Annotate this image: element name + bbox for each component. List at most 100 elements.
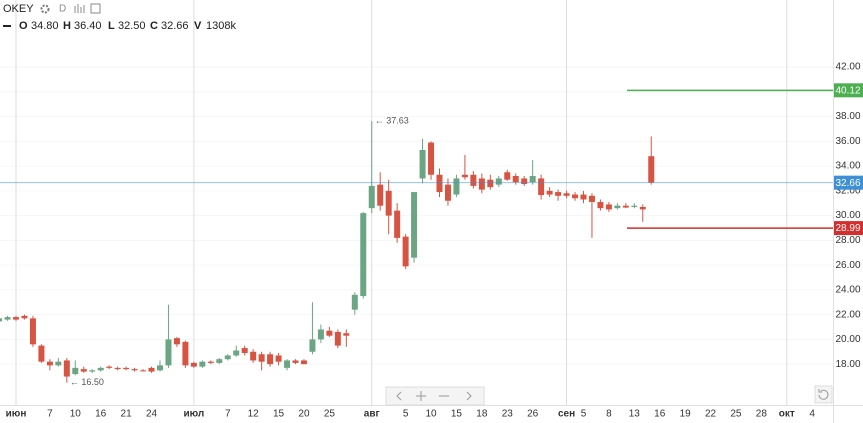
gear: [40, 4, 50, 14]
y-tick-label: 22.00: [835, 309, 860, 320]
level-label: 40.12: [835, 85, 860, 96]
symbol: OKEY: [3, 3, 34, 15]
x-tick-label: сен: [558, 409, 575, 420]
x-tick-label: 16: [654, 409, 666, 420]
candle-body: [470, 174, 477, 186]
x-tick-label: июн: [6, 409, 27, 420]
candle-body: [275, 355, 282, 362]
candle-body: [639, 206, 646, 210]
x-tick-label: авг: [364, 409, 380, 420]
candle-body: [504, 172, 511, 180]
candle-body: [300, 360, 307, 365]
price-annotation: ← 16.50: [70, 377, 104, 387]
legend-key: C: [150, 20, 158, 32]
candle-body: [309, 339, 316, 352]
x-tick-label: 5: [581, 409, 587, 420]
legend-key: O: [19, 20, 28, 32]
candle-body: [487, 179, 494, 188]
candle-body: [529, 175, 536, 183]
x-tick-label: 20: [298, 409, 310, 420]
candle-body: [106, 366, 113, 368]
candle-body: [563, 193, 570, 196]
interval[interactable]: D: [59, 4, 66, 15]
candle-body: [419, 149, 426, 179]
candle-body: [453, 178, 460, 195]
x-tick-label: 26: [527, 409, 539, 420]
x-tick-label: 10: [425, 409, 437, 420]
candle-body: [377, 184, 384, 206]
candle-body: [190, 362, 197, 367]
y-tick-label: 42.00: [835, 62, 860, 73]
candle-body: [165, 339, 172, 366]
x-tick-label: 22: [705, 409, 717, 420]
x-tick-label: 10: [70, 409, 82, 420]
candle-body: [72, 367, 79, 375]
x-tick-label: 4: [809, 409, 815, 420]
candle-body: [284, 360, 291, 368]
candle-body: [512, 175, 519, 183]
y-tick-label: 20.00: [835, 334, 860, 345]
level-label-bg: [834, 221, 863, 236]
bars-icon[interactable]: [74, 4, 85, 13]
scroll-right-button[interactable]: [466, 391, 472, 401]
candle-body: [233, 350, 240, 356]
candle-body: [292, 360, 299, 363]
plot: ← 37.63 ← 16.50: [0, 89, 833, 387]
header: OKEY D O 34.80 H 36.40 L 32.50 C 32.66 V…: [3, 3, 236, 32]
reset-button[interactable]: [814, 385, 833, 404]
y-tick-label: 30.00: [835, 210, 860, 221]
legend-key: H: [63, 20, 71, 32]
x-tick-label: 5: [403, 409, 409, 420]
candle-body: [13, 317, 19, 320]
candle-body: [411, 192, 418, 258]
y-tick-label: 36.00: [835, 136, 860, 147]
candle-body: [123, 367, 130, 370]
legend-value: 36.40: [74, 20, 102, 32]
candle-body: [258, 354, 265, 362]
x-tick-label: 25: [324, 409, 336, 420]
candle-body: [55, 361, 62, 366]
candle-body: [436, 174, 443, 193]
candle-body: [250, 351, 257, 361]
candle-body: [207, 361, 214, 363]
level-label: 32.66: [835, 178, 860, 189]
candle-body: [648, 156, 655, 183]
legend-value: 1308k: [206, 20, 236, 32]
scroll-left-button[interactable]: [396, 391, 402, 401]
x-tick-label: 15: [273, 409, 285, 420]
y-tick-label: 32.00: [835, 185, 860, 196]
zoom-in-button[interactable]: [416, 391, 426, 401]
candle-body: [597, 201, 604, 209]
candle-body: [605, 204, 612, 210]
candle-body: [241, 348, 248, 354]
candle-body: [385, 190, 392, 216]
candle-body: [614, 205, 621, 209]
candle-body: [182, 341, 189, 366]
settings-icon[interactable]: [40, 4, 50, 14]
candle-body: [546, 190, 553, 195]
candle-body: [63, 360, 70, 377]
candle-body: [580, 194, 587, 200]
x-tick-label: 15: [451, 409, 463, 420]
level-label-bg: [834, 175, 863, 190]
legend-key: L: [108, 20, 115, 32]
x-tick-label: 13: [629, 409, 641, 420]
x-tick-label: 19: [680, 409, 692, 420]
x-tick-label: 28: [756, 409, 768, 420]
candle-body: [326, 330, 333, 336]
candle-body: [495, 178, 502, 185]
candle-body: [173, 338, 180, 345]
candle-body: [402, 236, 409, 267]
compare-icon[interactable]: [90, 3, 101, 14]
x-tick-label: июл: [183, 409, 204, 420]
candle-body: [156, 365, 163, 371]
candle-body: [478, 178, 485, 190]
x-tick-label: 18: [476, 409, 488, 420]
candle-body: [21, 315, 28, 319]
candle-body: [343, 333, 350, 336]
candle-body: [131, 369, 138, 371]
candle-body: [334, 331, 341, 346]
x-tick-label: 7: [47, 409, 53, 420]
x-tick-label: 25: [730, 409, 742, 420]
